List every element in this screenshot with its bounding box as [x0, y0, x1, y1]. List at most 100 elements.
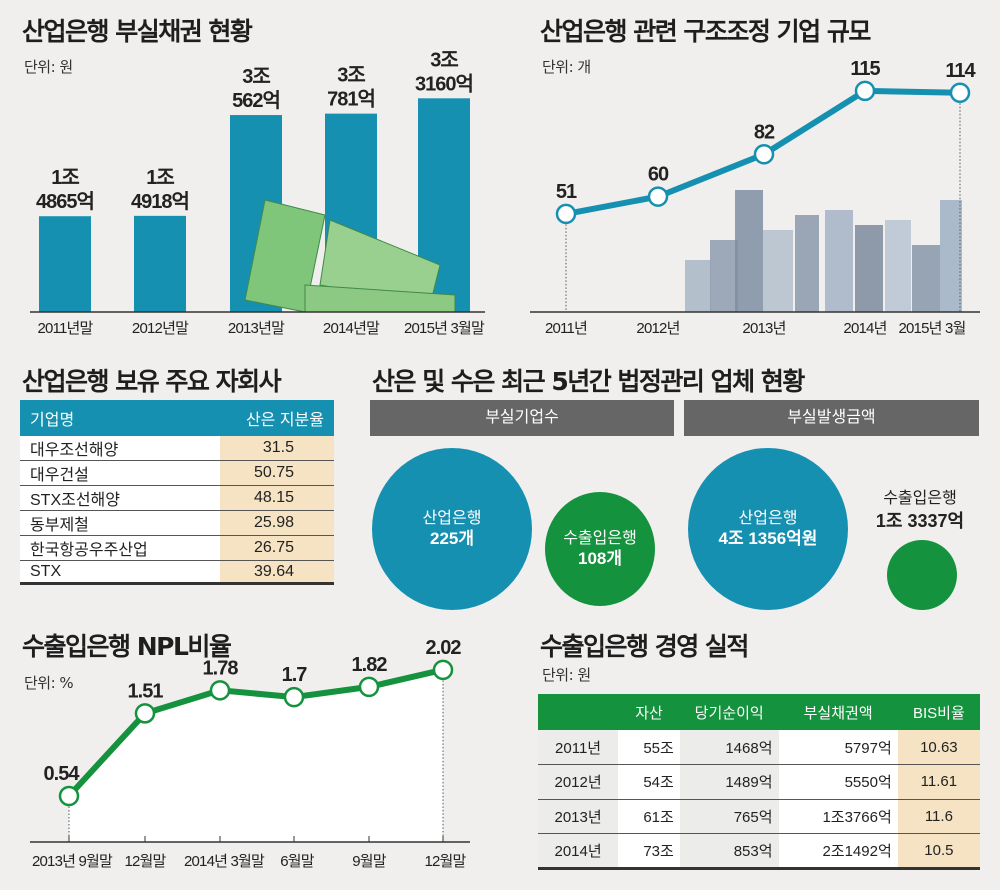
net-income-cell: 853억: [679, 833, 779, 870]
company-name: STX조선해양: [20, 485, 220, 511]
x-tick-label: 2013년말: [228, 320, 285, 337]
bubble-value: 4조 1356억원: [718, 529, 818, 548]
building: [855, 225, 883, 312]
bubble-title: 산은 및 수은 최근 5년간 법정관리 업체 현황: [372, 367, 805, 396]
data-point: [432, 659, 454, 681]
bubble-value: 1조 3337억: [875, 511, 965, 531]
data-point: [753, 144, 775, 165]
table-row: 대우조선해양 31.5: [20, 436, 334, 461]
year-cell: 2011년: [538, 730, 619, 765]
data-point: [555, 203, 577, 225]
assets-cell: 73조: [618, 833, 680, 870]
data-label: 2.02: [426, 637, 462, 659]
data-label: 82: [754, 121, 775, 143]
assets-cell: 54조: [618, 764, 680, 800]
data-point: [854, 80, 876, 102]
x-tick-label: 2011년말: [37, 320, 93, 337]
bubble-kexim-amount: [887, 540, 957, 610]
table-row: 2013년 61조 765억 1조3766억 11.6: [538, 799, 980, 834]
chart5-unit: 단위: %: [24, 674, 74, 692]
npl-amount-cell: 5797억: [778, 730, 898, 765]
bubble-name: 산업은행: [738, 510, 798, 527]
assets-cell: 55조: [618, 730, 680, 765]
data-label: 1.7: [282, 664, 308, 686]
data-point: [358, 676, 380, 698]
data-label: 1조: [51, 167, 79, 189]
share-value: 50.75: [220, 460, 334, 486]
bubble-kdb-count: 산업은행 225개: [372, 448, 532, 610]
group-header-amount: 부실발생금액: [684, 400, 979, 436]
bis-ratio-cell: 11.6: [897, 799, 980, 834]
net-income-cell: 1489억: [679, 764, 779, 800]
data-label: 562억: [232, 89, 280, 112]
x-tick-label: 9월말: [352, 853, 387, 870]
chart2-unit: 단위: 개: [542, 58, 591, 76]
net-income-cell: 765억: [679, 799, 779, 834]
data-label: 1.51: [128, 680, 164, 702]
npl-amount-cell: 5550억: [778, 764, 898, 800]
col-company: 기업명: [20, 400, 220, 436]
table-row: 대우건설 50.75: [20, 460, 334, 486]
chart1-unit: 단위: 원: [24, 58, 73, 76]
data-point: [58, 785, 80, 807]
bar: [39, 216, 91, 312]
data-point: [283, 686, 305, 708]
table2-unit: 단위: 원: [542, 666, 591, 684]
building: [912, 245, 940, 312]
bis-ratio-cell: 10.5: [897, 833, 980, 870]
data-label: 1조: [146, 167, 174, 189]
bubble-value: 225개: [429, 529, 474, 548]
col-year: [538, 694, 619, 730]
x-tick-label: 2011년: [545, 320, 587, 337]
table-row: 2014년 73조 853억 2조1492억 10.5: [538, 833, 980, 870]
table-row: 2011년 55조 1468억 5797억 10.63: [538, 730, 980, 765]
bar: [134, 215, 186, 312]
kexim-performance-table: 자산 당기순이익 부실채권액 BIS비율 2011년 55조 1468억 5797억 1…: [538, 694, 980, 870]
x-tick-label: 2014년말: [323, 320, 380, 337]
data-label: 4918억: [131, 190, 189, 213]
npl-amount-cell: 1조3766억: [778, 799, 898, 834]
series-line: [66, 666, 444, 799]
data-label: 3160억: [415, 72, 473, 95]
x-tick-label: 12월말: [424, 853, 466, 870]
col-share: 산은 지분율: [220, 400, 334, 436]
x-tick-label: 2015년 3월말: [404, 320, 485, 337]
table2-title: 수출입은행 경영 실적: [540, 632, 749, 661]
company-name: 대우건설: [20, 460, 220, 486]
bis-ratio-cell: 11.61: [897, 764, 980, 800]
data-label: 60: [648, 164, 669, 186]
building: [885, 220, 911, 312]
col-net-income: 당기순이익: [679, 694, 779, 730]
x-tick-label: 2014년 3월말: [184, 853, 265, 870]
table-row: 동부제철 25.98: [20, 510, 334, 536]
city-skyline-illustration: [685, 190, 962, 312]
data-point: [134, 703, 156, 724]
year-cell: 2012년: [538, 764, 619, 800]
year-cell: 2013년: [538, 799, 619, 834]
data-label: 0.54: [44, 763, 81, 785]
table-row: STX 39.64: [20, 560, 334, 585]
chart1-title: 산업은행 부실채권 현황: [22, 17, 253, 46]
data-label: 115: [850, 58, 880, 80]
company-name: STX: [20, 560, 220, 585]
data-label: 1.78: [203, 657, 239, 679]
company-name: 대우조선해양: [20, 436, 220, 461]
bis-ratio-cell: 10.63: [897, 730, 980, 765]
table-row: 2012년 54조 1489억 5550억 11.61: [538, 764, 980, 800]
group-header-count: 부실기업수: [370, 400, 674, 436]
building: [825, 210, 853, 312]
money-stack-illustration: [244, 199, 456, 313]
x-tick-label: 2015년 3월: [898, 320, 965, 337]
bubble-kdb-amount: 산업은행 4조 1356억원: [688, 448, 848, 610]
data-label: 114: [945, 60, 976, 82]
bubble-value: 108개: [577, 549, 622, 568]
table-row: STX조선해양 48.15: [20, 485, 334, 511]
building: [940, 200, 962, 312]
chart2-title: 산업은행 관련 구조조정 기업 규모: [540, 17, 871, 46]
data-point: [647, 186, 669, 207]
company-name: 한국항공우주산업: [20, 535, 220, 561]
share-value: 48.15: [220, 485, 334, 511]
share-value: 25.98: [220, 510, 334, 536]
data-label: 4865억: [36, 190, 94, 213]
bubble-kexim-count: 수출입은행 108개: [545, 492, 655, 606]
